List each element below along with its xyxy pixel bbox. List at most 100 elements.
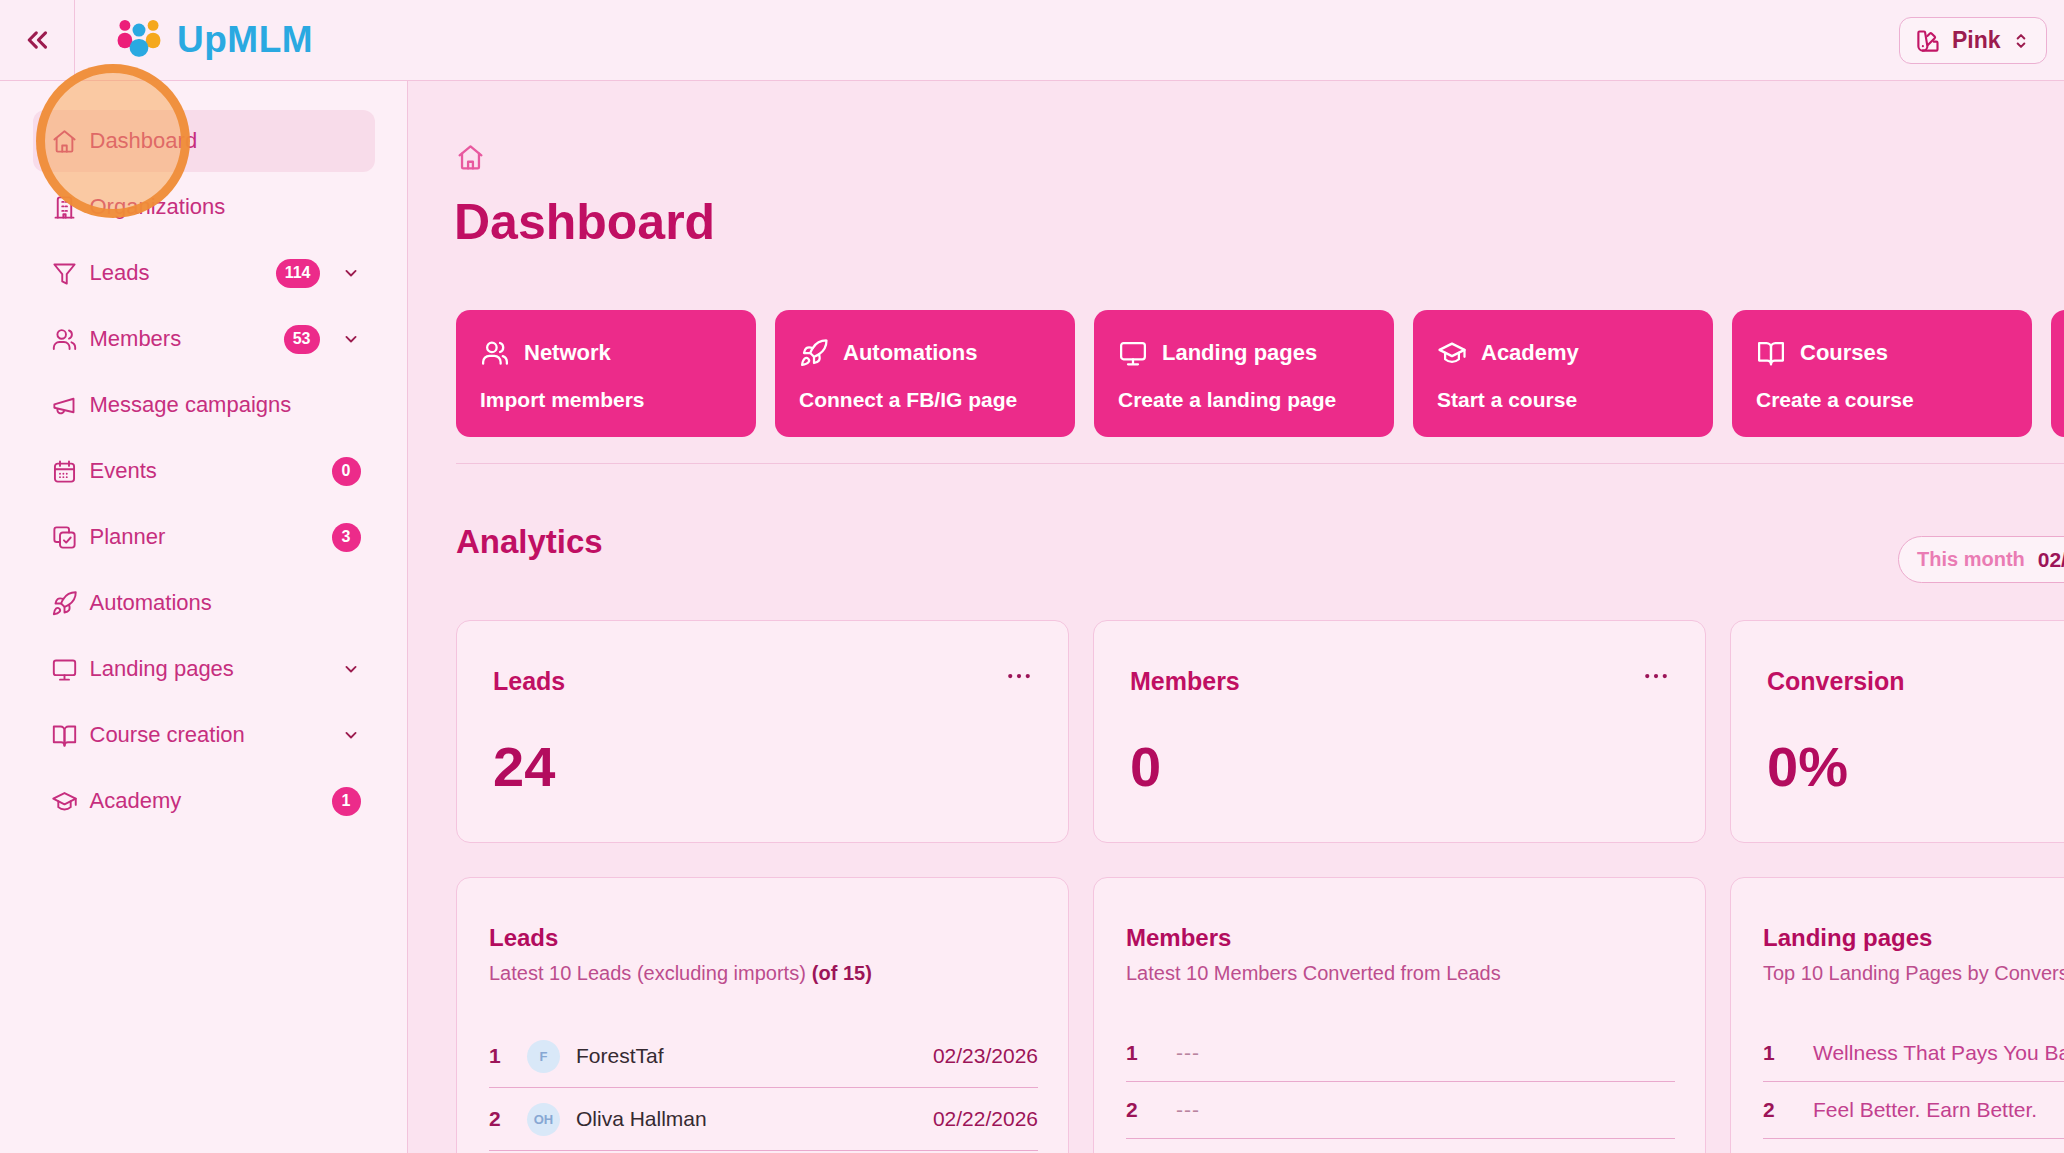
chevrons-left-icon (20, 23, 54, 57)
funnel-icon (51, 260, 78, 287)
landing-pages-rows: 1 Wellness That Pays You Back 2 Feel Bet… (1763, 1025, 2064, 1139)
sidebar-item-label: Planner (90, 524, 320, 550)
quick-action-academy[interactable]: Academy Start a course (1413, 310, 1713, 437)
row-index: 2 (489, 1107, 515, 1131)
list-subtitle-text: Latest 10 Leads (excluding imports) (489, 962, 806, 984)
building-icon (51, 194, 78, 221)
quick-action-header: Network (480, 338, 732, 368)
brand-name: UpMLM (177, 19, 313, 61)
lists-row: Leads Latest 10 Leads (excluding imports… (456, 877, 2064, 1153)
chevron-down-icon[interactable] (341, 329, 361, 349)
quick-action-automations[interactable]: Automations Connect a FB/IG page (775, 310, 1075, 437)
theme-selector-button[interactable]: Pink (1899, 17, 2047, 64)
sidebar-item-leads[interactable]: Leads 114 (33, 242, 375, 304)
rocket-icon (51, 590, 78, 617)
analytics-title: Analytics (456, 523, 603, 561)
stats-row: Leads 24 Members 0 Conversion 0% (456, 620, 2064, 843)
sidebar-item-automations[interactable]: Automations (33, 572, 375, 634)
sidebar-item-landing-pages[interactable]: Landing pages (33, 638, 375, 700)
sidebar-item-course-creation[interactable]: Course creation (33, 704, 375, 766)
upmlm-dashboard-page: UpMLM Pink Dashboard Organizations (0, 0, 2064, 1153)
quick-actions-row: Network Import members Automations Conne… (456, 310, 2064, 437)
quick-action-header: Landing pages (1118, 338, 1370, 368)
sidebar-item-message-campaigns[interactable]: Message campaigns (33, 374, 375, 436)
stat-card-leads: Leads 24 (456, 620, 1069, 843)
section-divider (456, 463, 2064, 464)
quick-action-partial[interactable] (2051, 310, 2064, 437)
row-index: 1 (1763, 1041, 1789, 1065)
chevron-down-icon[interactable] (341, 263, 361, 283)
quick-action-title: Landing pages (1162, 340, 1317, 366)
planner-count-badge: 3 (332, 523, 361, 552)
list-card-members: Members Latest 10 Members Converted from… (1093, 877, 1706, 1153)
quick-action-header: Automations (799, 338, 1051, 368)
stat-value: 0 (1130, 734, 1669, 799)
book-open-icon (1756, 338, 1786, 368)
sidebar-item-members[interactable]: Members 53 (33, 308, 375, 370)
quick-action-header: Academy (1437, 338, 1689, 368)
sidebar-item-organizations[interactable]: Organizations (33, 176, 375, 238)
rocket-icon (799, 338, 829, 368)
list-subtitle: Latest 10 Members Converted from Leads (1126, 962, 1675, 985)
sidebar-item-label: Academy (90, 788, 320, 814)
sidebar-item-label: Members (90, 326, 272, 352)
chevron-down-icon[interactable] (341, 659, 361, 679)
landing-page-name: Wellness That Pays You Back (1813, 1041, 2064, 1065)
sidebar-item-dashboard[interactable]: Dashboard (33, 110, 375, 172)
breadcrumb-home-icon[interactable] (456, 143, 485, 172)
quick-action-network[interactable]: Network Import members (456, 310, 756, 437)
period-selector[interactable]: This month 02/0 (1898, 536, 2064, 583)
stat-label: Conversion (1767, 667, 2064, 696)
list-item[interactable]: 2 --- (1126, 1082, 1675, 1139)
sidebar-item-academy[interactable]: Academy 1 (33, 770, 375, 832)
list-item[interactable]: 1 --- (1126, 1025, 1675, 1082)
period-value: 02/0 (2038, 548, 2064, 572)
sidebar-item-label: Message campaigns (90, 392, 361, 418)
sidebar: Dashboard Organizations Leads 114 Member… (0, 81, 408, 1153)
sidebar-item-label: Course creation (90, 722, 320, 748)
row-index: 1 (489, 1044, 515, 1068)
quick-action-title: Academy (1481, 340, 1579, 366)
quick-action-subtitle: Create a course (1756, 388, 2008, 412)
ellipsis-menu-icon[interactable] (1641, 661, 1671, 691)
quick-action-landing-pages[interactable]: Landing pages Create a landing page (1094, 310, 1394, 437)
list-subtitle-text: Latest 10 Members Converted from Leads (1126, 962, 1501, 984)
main-content: Dashboard Network Import members Automat… (409, 81, 2064, 1153)
landing-page-name: Feel Better. Earn Better. (1813, 1098, 2037, 1122)
swatch-book-icon (1915, 27, 1942, 54)
leads-count-badge: 114 (276, 259, 320, 288)
sidebar-item-planner[interactable]: Planner 3 (33, 506, 375, 568)
sidebar-item-label: Dashboard (90, 128, 361, 154)
academy-count-badge: 1 (332, 787, 361, 816)
clipboard-check-icon (51, 524, 78, 551)
list-item[interactable]: 1 F ForestTaf 02/23/2026 (489, 1025, 1038, 1088)
chevron-down-icon[interactable] (341, 725, 361, 745)
sidebar-item-label: Organizations (90, 194, 361, 220)
member-name: --- (1176, 1041, 1200, 1065)
list-title: Members (1126, 924, 1675, 952)
sidebar-collapse-button[interactable] (20, 23, 54, 57)
sidebar-item-events[interactable]: Events 0 (33, 440, 375, 502)
list-item[interactable]: 1 Wellness That Pays You Back (1763, 1025, 2064, 1082)
lead-date: 02/22/2026 (933, 1107, 1038, 1131)
quick-action-subtitle: Start a course (1437, 388, 1689, 412)
list-card-leads: Leads Latest 10 Leads (excluding imports… (456, 877, 1069, 1153)
list-subtitle: Top 10 Landing Pages by Convers (1763, 962, 2064, 985)
list-title: Landing pages (1763, 924, 2064, 952)
brand-logo[interactable]: UpMLM (113, 16, 313, 64)
book-open-icon (51, 722, 78, 749)
lead-name: ForestTaf (576, 1044, 933, 1068)
quick-action-courses[interactable]: Courses Create a course (1732, 310, 2032, 437)
list-item[interactable]: 2 OH Oliva Hallman 02/22/2026 (489, 1088, 1038, 1151)
theme-label: Pink (1952, 27, 2001, 54)
sidebar-item-label: Events (90, 458, 320, 484)
stat-value: 24 (493, 734, 1032, 799)
list-item[interactable]: 2 Feel Better. Earn Better. (1763, 1082, 2064, 1139)
members-count-badge: 53 (284, 325, 320, 354)
stat-label: Leads (493, 667, 1032, 696)
users-icon (480, 338, 510, 368)
monitor-icon (51, 656, 78, 683)
page-title: Dashboard (454, 193, 715, 251)
ellipsis-menu-icon[interactable] (1004, 661, 1034, 691)
quick-action-header: Courses (1756, 338, 2008, 368)
